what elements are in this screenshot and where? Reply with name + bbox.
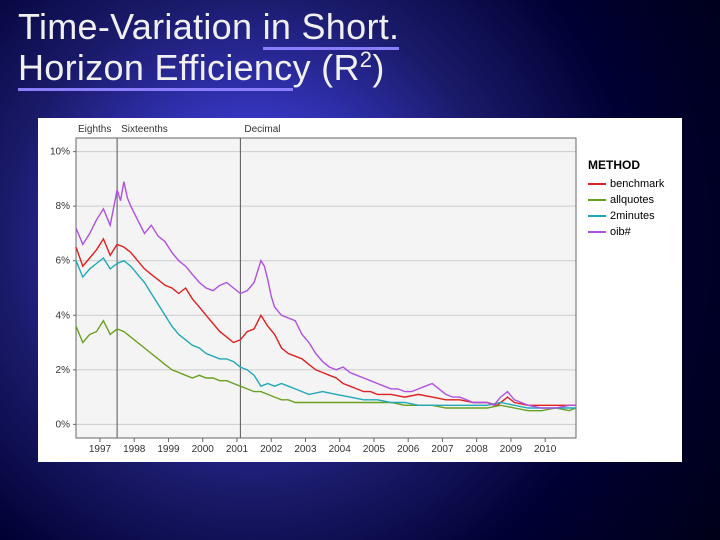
svg-text:1997: 1997 bbox=[89, 444, 112, 455]
legend-label: 2minutes bbox=[610, 210, 655, 222]
svg-text:1998: 1998 bbox=[123, 444, 146, 455]
svg-text:2000: 2000 bbox=[192, 444, 215, 455]
legend-item: allquotes bbox=[588, 194, 682, 206]
svg-text:1999: 1999 bbox=[157, 444, 180, 455]
svg-text:2008: 2008 bbox=[466, 444, 489, 455]
legend-swatch bbox=[588, 231, 606, 233]
legend: METHOD benchmark allquotes 2minutes oib# bbox=[582, 118, 682, 462]
svg-text:2010: 2010 bbox=[534, 444, 557, 455]
svg-text:2003: 2003 bbox=[294, 444, 317, 455]
slide-title: Time-Variation in Short. Horizon Efficie… bbox=[18, 6, 399, 89]
svg-text:2006: 2006 bbox=[397, 444, 420, 455]
legend-item: 2minutes bbox=[588, 210, 682, 222]
line-chart: 0% 2% 4% 6% 8% 10% 1997 1998 1999 2000 2001 2002 200… bbox=[38, 118, 582, 462]
legend-label: allquotes bbox=[610, 194, 654, 206]
svg-text:8%: 8% bbox=[56, 201, 71, 212]
chart-container: 0% 2% 4% 6% 8% 10% 1997 1998 1999 2000 2001 2002 200… bbox=[38, 118, 682, 462]
legend-title: METHOD bbox=[588, 158, 682, 172]
svg-text:6%: 6% bbox=[56, 256, 71, 267]
svg-text:2004: 2004 bbox=[329, 444, 352, 455]
svg-text:2007: 2007 bbox=[431, 444, 454, 455]
legend-item: benchmark bbox=[588, 178, 682, 190]
svg-text:2005: 2005 bbox=[363, 444, 386, 455]
legend-swatch bbox=[588, 215, 606, 217]
svg-text:10%: 10% bbox=[50, 147, 70, 158]
svg-text:0%: 0% bbox=[56, 419, 71, 430]
legend-label: oib# bbox=[610, 226, 631, 238]
legend-swatch bbox=[588, 183, 606, 185]
legend-label: benchmark bbox=[610, 178, 664, 190]
plot-area: 0% 2% 4% 6% 8% 10% 1997 1998 1999 2000 2001 2002 200… bbox=[38, 118, 582, 462]
legend-swatch bbox=[588, 199, 606, 201]
svg-text:2002: 2002 bbox=[260, 444, 283, 455]
svg-text:2001: 2001 bbox=[226, 444, 249, 455]
svg-text:2%: 2% bbox=[56, 365, 71, 376]
legend-item: oib# bbox=[588, 226, 682, 238]
svg-text:2009: 2009 bbox=[500, 444, 523, 455]
svg-text:4%: 4% bbox=[56, 310, 71, 321]
